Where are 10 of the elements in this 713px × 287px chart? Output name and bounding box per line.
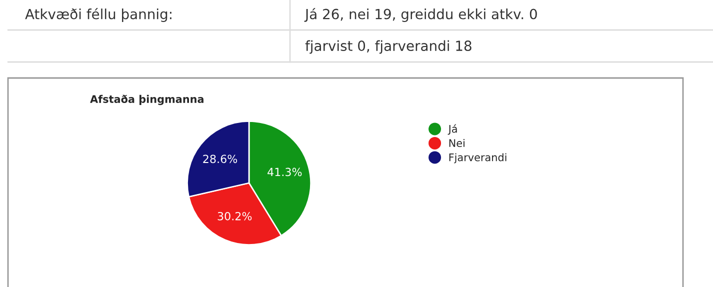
text: Atkvæði féllu þannig:	[25, 8, 172, 22]
text: Já 26, nei 19, greiddu ekki atkv. 0	[304, 8, 537, 22]
legend-label: Já	[448, 124, 457, 135]
chart-title: Afstaða þingmanna	[90, 94, 204, 106]
legend-label: Nei	[449, 138, 464, 148]
data-label: 30.2%	[218, 212, 252, 220]
data-label: 28.6%	[203, 154, 238, 164]
legend-label: Fjarverandi	[449, 153, 506, 164]
text: fjarvist 0, fjarverandi 18	[305, 40, 472, 54]
data-label: 41.3%	[268, 168, 302, 176]
